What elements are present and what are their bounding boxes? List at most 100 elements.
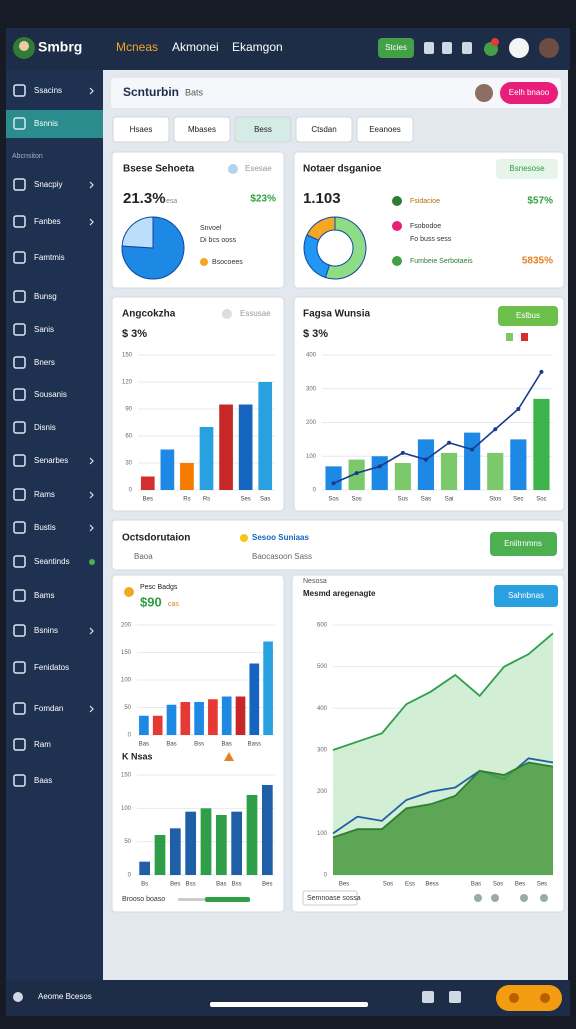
y-tick-label: 0 [129,488,133,494]
sidebar-icon [13,488,26,501]
bar [166,704,177,735]
x-tick-label: Bass [248,742,261,748]
sidebar-item[interactable]: Ssacins [34,86,62,95]
x-tick-label: Sas [421,497,431,503]
tab[interactable] [234,116,292,143]
sidebar-item[interactable]: Snacpiy [34,180,62,189]
sidebar-item[interactable]: Bunsg [34,292,57,301]
top-button[interactable] [378,38,414,58]
label[interactable]: Eslbus [516,311,540,320]
sidebar-item[interactable]: Bsnnis [34,119,58,128]
header-subtitle: Bats [185,87,204,97]
label[interactable]: Bsnesose [509,164,545,173]
tab[interactable] [295,116,353,143]
sidebar-item[interactable]: Disnis [34,423,56,432]
sidebar-item[interactable]: Bams [34,591,54,600]
header-button[interactable] [500,82,558,104]
bottom-icon[interactable] [422,991,434,1003]
line-point [539,369,544,374]
sidebar-item[interactable]: Ram [34,740,51,749]
sidebar-icon [13,555,26,568]
tab[interactable] [112,116,170,143]
sidebar-item[interactable]: Rams [34,490,55,499]
line-point [354,471,359,476]
nav-link[interactable]: Ekamgon [232,40,283,54]
y-tick-label: 150 [121,650,132,656]
top-button-label[interactable]: Stcies [385,43,407,52]
sidebar-icon [13,624,26,637]
bar [169,828,181,875]
label: Baoa [134,552,153,561]
tab[interactable] [356,116,414,143]
sidebar-icon [13,521,26,534]
x-tick-label: Bas [139,742,149,748]
sidebar-item[interactable]: Fenidatos [34,663,69,672]
sidebar-item[interactable]: Bsnins [34,626,58,635]
sidebar-item[interactable]: Sanis [34,325,54,334]
sidebar-icon [13,702,26,715]
top-bar [6,28,570,70]
sidebar-item[interactable]: Sousanis [34,390,67,399]
x-tick-label: Bss [186,882,196,888]
tab-label[interactable]: Ctsdan [311,125,336,134]
line-point [331,481,336,486]
sidebar-item[interactable]: Baas [34,776,52,785]
x-tick-label: Bes [339,882,349,888]
label: $90 [140,594,162,609]
x-tick-label: Bss [194,742,204,748]
sidebar-item[interactable]: Bners [34,358,55,367]
info-icon [222,309,232,319]
sidebar-item[interactable]: Famtmis [34,253,65,262]
tab-label[interactable]: Mbases [188,125,216,134]
y-tick-label: 100 [317,831,328,837]
label[interactable]: Sahnbnas [508,591,544,600]
y-tick-label: 50 [124,839,131,845]
legend-text: Fsobodoe [410,223,441,230]
banner-button[interactable] [490,532,557,556]
card-button[interactable] [498,306,558,326]
label[interactable]: Eniitrnmns [504,539,542,548]
card-chip[interactable] [496,159,558,179]
tab[interactable] [173,116,231,143]
sidebar-item[interactable]: Seantinds [34,557,70,566]
x-tick-label: Rs [183,497,190,503]
card-button[interactable] [494,585,558,607]
x-tick-label: Bas [222,742,232,748]
sidebar-item[interactable]: Senarbes [34,456,68,465]
tab-label[interactable]: Hsaes [130,125,153,134]
y-tick-label: 500 [317,664,328,670]
label: Essusae [240,309,271,318]
top-icon[interactable] [424,42,434,54]
chevron [89,627,94,635]
top-icon[interactable] [442,42,452,54]
label: $57% [527,196,553,207]
bar [417,439,435,490]
top-icon[interactable] [462,42,472,54]
sidebar-item[interactable]: Fanbes [34,217,61,226]
bottom-icon[interactable] [449,991,461,1003]
footer-icon [540,894,548,902]
logo: Smbrg [38,39,82,55]
label: Angcokzha [122,309,176,320]
header-title: Scnturbin [123,85,179,99]
pie-slice [324,216,367,280]
nav-link[interactable]: Akmonei [172,40,219,54]
header-button-label[interactable]: Eelh bnaoo [509,88,550,97]
label: 5835% [522,256,553,267]
y-tick-label: 0 [128,733,132,739]
label: $ 3% [303,328,328,340]
bottom-pill[interactable] [496,985,562,1011]
nav-link[interactable]: Mcneas [116,40,158,54]
sidebar-item[interactable]: Bustis [34,523,56,532]
legend-text: Bsocoees [212,259,243,266]
bar [394,463,411,490]
tab-label[interactable]: Eeanoes [369,125,401,134]
bar [219,404,233,490]
footer-icon [474,894,482,902]
line [333,371,543,484]
tab-label[interactable]: Bess [254,125,272,134]
chevron [89,218,94,226]
pie-slice [306,216,336,242]
sidebar-icon [13,661,26,674]
sidebar-item[interactable]: Fomdan [34,704,63,713]
